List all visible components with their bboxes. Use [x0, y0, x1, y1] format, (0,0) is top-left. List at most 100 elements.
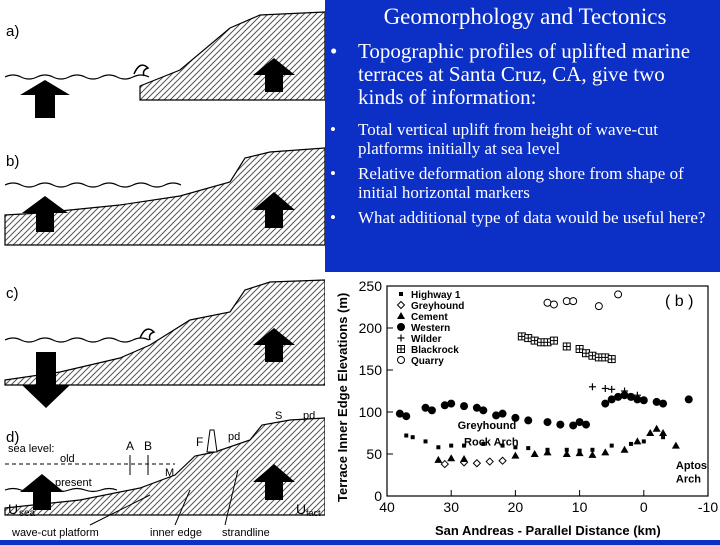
marker-triangle [633, 437, 642, 445]
marker-triangle [652, 424, 661, 432]
sea-c [4, 337, 150, 343]
data-point [608, 385, 616, 393]
main-bullet-text: Topographic profiles of uplifted marine … [358, 39, 691, 109]
marker-circle [447, 399, 456, 408]
data-point [436, 445, 441, 450]
data-point [447, 399, 456, 408]
series-greyhound [440, 456, 507, 469]
data-point [639, 396, 648, 405]
arrow-up-b-left [22, 196, 68, 232]
marker-triangle [659, 429, 668, 436]
data-point [652, 424, 661, 432]
bullet-dot: • [330, 208, 336, 227]
panel-label-a: a) [6, 23, 19, 40]
label-pd-2: pd [303, 410, 315, 422]
marker-circle-open [397, 356, 405, 364]
terrace-diagram: a) b) c) d) [4, 11, 326, 539]
data-point [449, 443, 454, 448]
data-point [575, 345, 584, 353]
data-point [543, 298, 552, 307]
label-sea-level: sea level: [8, 443, 54, 455]
marker-circle [626, 392, 635, 401]
data-point [601, 384, 609, 392]
marker-circle [395, 409, 404, 418]
data-point [440, 401, 449, 410]
label-fact-sub: fact [306, 508, 321, 518]
data-point [633, 391, 641, 399]
data-point [485, 457, 494, 466]
data-point [513, 445, 518, 450]
y-axis-label: Terrace Inner Edge Elevations (m) [335, 293, 350, 502]
data-point [590, 447, 595, 452]
arrow-down-c-left [22, 352, 70, 408]
label-old: old [60, 453, 75, 465]
legend-label: Wilder [411, 334, 442, 345]
data-point [549, 300, 558, 309]
chart-annotations: Greyhound Rock Arch Aptos Arch [458, 420, 707, 486]
series-quarry [543, 290, 623, 311]
data-point [628, 441, 633, 446]
marker-triangle [460, 455, 469, 463]
chart-annotation: Greyhound [458, 420, 517, 432]
data-point [646, 429, 655, 436]
data-point [395, 409, 404, 418]
marker-circle [639, 396, 648, 405]
data-point [462, 443, 467, 448]
marker-circle [511, 413, 520, 422]
marker-circle [620, 391, 629, 400]
marker-square [564, 447, 569, 452]
x-axis-label: San Andreas - Parallel Distance (km) [435, 523, 661, 538]
data-point [460, 455, 469, 463]
sea-a [4, 74, 150, 80]
data-point [569, 297, 578, 306]
data-point [609, 443, 614, 448]
main-bullet: • Topographic profiles of uplifted marin… [330, 40, 715, 109]
data-point [582, 420, 591, 429]
data-point [564, 447, 569, 452]
chart-legend: Highway 1GreyhoundCementWesternWilderBla… [396, 290, 464, 367]
data-point [652, 397, 661, 406]
label-wave-cut-platform: wave-cut platform [11, 527, 99, 539]
data-point [549, 336, 558, 345]
data-point [620, 445, 629, 453]
marker-circle [460, 402, 469, 411]
marker-square [436, 445, 441, 450]
data-point [614, 290, 623, 299]
marker-circle [659, 399, 668, 408]
data-point [543, 448, 552, 456]
chart-panel-label: ( b ) [665, 293, 693, 310]
sub-bullet-2: • Relative deformation along shore from … [330, 164, 715, 202]
terrace-elevation-chart: 0 50 100 150 200 250 40 30 20 10 0 -10 Highway 1 Gre… [325, 272, 720, 540]
data-point [659, 399, 668, 408]
data-point [479, 406, 488, 415]
data-point [626, 392, 635, 401]
data-point [621, 387, 629, 395]
series-wilder [588, 383, 641, 399]
arrow-up-c-right [253, 328, 295, 362]
legend-marker [397, 334, 405, 342]
marker-triangle [588, 450, 597, 458]
marker-square [462, 443, 467, 448]
marker-triangle [671, 441, 680, 449]
data-point [671, 441, 680, 449]
marker-circle-open [569, 297, 578, 306]
legend-label: Western [411, 323, 450, 334]
marker-circle [614, 392, 623, 401]
bullet-dot: • [330, 120, 336, 139]
sub-bullet-3-text: What additional type of data would be us… [358, 208, 706, 227]
cliff-a [139, 11, 326, 101]
panel-label-c: c) [6, 285, 19, 302]
x-tick-label: 20 [508, 499, 524, 515]
label-present: present [55, 477, 92, 489]
marker-diamond [485, 457, 494, 466]
marker-circle [421, 403, 430, 412]
marker-circle-open [543, 298, 552, 307]
data-point [511, 413, 520, 422]
wave-a [133, 64, 150, 77]
marker-diamond [472, 459, 482, 468]
x-tick-label: 40 [379, 499, 395, 515]
data-point [659, 429, 668, 436]
marker-square [661, 435, 666, 440]
data-point [575, 418, 584, 427]
legend-label: Greyhound [411, 301, 464, 312]
